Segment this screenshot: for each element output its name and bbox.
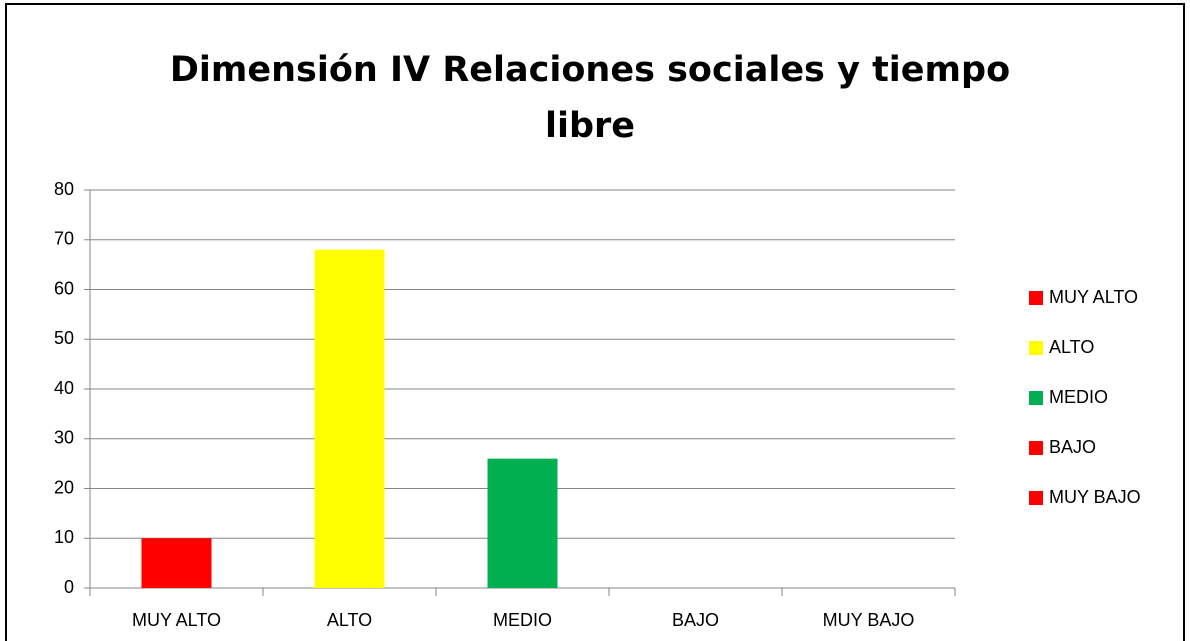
x-tick-label: ALTO [327, 610, 372, 630]
y-tick-label: 30 [54, 428, 74, 448]
chart-frame [5, 3, 1185, 641]
legend-label: BAJO [1049, 437, 1096, 457]
legend-swatch [1029, 441, 1043, 455]
x-tick-label: BAJO [672, 610, 719, 630]
chart-title: Dimensión IV Relaciones sociales y tiemp… [169, 50, 1011, 146]
y-tick-label: 80 [54, 179, 74, 199]
y-tick-label: 60 [54, 278, 74, 298]
legend-swatch [1029, 391, 1043, 405]
y-tick-label: 0 [64, 577, 74, 597]
legend-label: MEDIO [1049, 387, 1108, 407]
x-tick-label: MUY BAJO [823, 610, 915, 630]
y-tick-label: 70 [54, 229, 74, 249]
y-tick-label: 20 [54, 477, 74, 497]
bar [314, 249, 385, 588]
bar [487, 458, 558, 588]
y-tick-label: 50 [54, 328, 74, 348]
y-tick-label: 40 [54, 378, 74, 398]
x-tick-label: MUY ALTO [132, 610, 221, 630]
legend-swatch [1029, 291, 1043, 305]
legend-swatch [1029, 341, 1043, 355]
y-tick-label: 10 [54, 527, 74, 547]
legend-label: MUY BAJO [1049, 487, 1141, 507]
legend-label: ALTO [1049, 337, 1094, 357]
legend-swatch [1029, 491, 1043, 505]
bar [141, 538, 212, 588]
x-tick-label: MEDIO [493, 610, 552, 630]
legend-label: MUY ALTO [1049, 287, 1138, 307]
